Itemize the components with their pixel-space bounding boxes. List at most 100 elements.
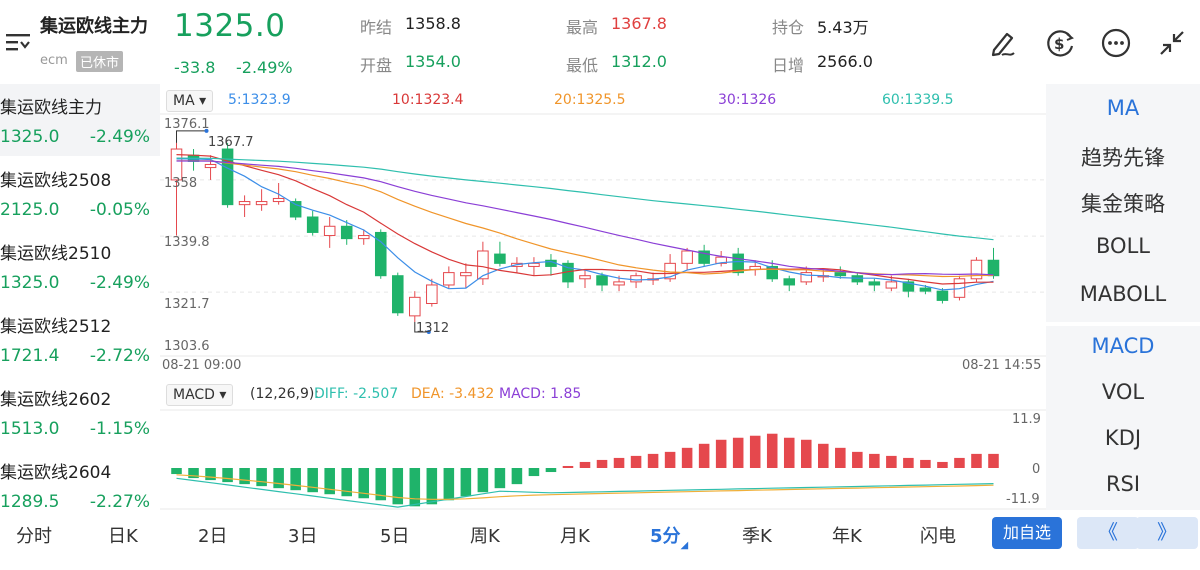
ma-selector-label: MA: [173, 93, 195, 109]
prev-arrow-button[interactable]: 《: [1077, 517, 1139, 549]
macd-bar: [903, 457, 914, 468]
list-item[interactable]: 集运欧线2604 1289.5 -2.27%: [0, 449, 160, 510]
ma30-value: 30:1326: [718, 92, 777, 108]
macd-bar: [715, 439, 727, 468]
macd-legend: MACD ▾ (12,26,9): DIFF: -2.507 DEA: -3.4…: [166, 384, 1046, 406]
candle: [919, 287, 932, 292]
draw-icon[interactable]: [986, 26, 1020, 60]
candle: [340, 225, 353, 240]
contract-name: 集运欧线2510: [0, 244, 112, 264]
indicator-panel: MA 趋势先锋 集金策略 BOLL MABOLL MACD VOL KDJ RS…: [1046, 84, 1200, 510]
high-marker-line: [176, 130, 207, 143]
macd-bar: [954, 457, 965, 468]
low-value: 1312.0: [611, 52, 667, 71]
tab-5day[interactable]: 5日: [380, 526, 410, 547]
tab-3day[interactable]: 3日: [288, 526, 318, 547]
kline-chart[interactable]: MA ▾ 5:1323.9 10:1323.4 20:1325.5 30:132…: [160, 84, 1046, 510]
tab-5min[interactable]: 5分◢: [650, 522, 689, 551]
tab-quarterly-k[interactable]: 季K: [742, 526, 772, 547]
candle: [204, 163, 217, 169]
macd-selector[interactable]: MACD ▾: [166, 384, 234, 406]
indicator-macd[interactable]: MACD: [1091, 334, 1155, 358]
macd-bar: [477, 468, 489, 493]
chart-canvas[interactable]: [160, 84, 1046, 510]
macd-bar: [647, 453, 659, 468]
macd-bar: [766, 433, 778, 468]
list-item[interactable]: 集运欧线主力 1325.0 -2.49%: [0, 84, 160, 156]
candle: [221, 148, 234, 206]
ma-legend: MA ▾ 5:1323.9 10:1323.4 20:1325.5 30:132…: [166, 90, 1046, 112]
candle: [477, 250, 489, 280]
candle: [953, 278, 966, 298]
quote-header: 集运欧线主力 ecm 已休市 1325.0 -33.8 -2.49% 昨结 13…: [0, 0, 1200, 84]
chevron-down-icon: ▾: [219, 387, 227, 403]
indicator-trend-pioneer[interactable]: 趋势先锋: [1081, 146, 1165, 170]
daily-increase-label: 日增: [772, 56, 805, 75]
indicator-rsi[interactable]: RSI: [1105, 472, 1141, 496]
tab-yearly-k[interactable]: 年K: [832, 526, 862, 547]
candle: [834, 272, 847, 277]
macd-bar: [886, 455, 897, 468]
ma-line: [176, 154, 994, 285]
more-icon[interactable]: [1099, 26, 1133, 60]
dropdown-corner-icon: ◢: [680, 540, 689, 551]
dea-line: [176, 474, 994, 500]
macd-bar: [562, 465, 574, 468]
tab-flash[interactable]: 闪电: [920, 526, 956, 547]
open-label: 开盘: [360, 56, 393, 75]
macd-bar: [835, 447, 846, 468]
contract-name: 集运欧线2602: [0, 390, 112, 410]
candle: [357, 235, 370, 240]
indicator-kdj[interactable]: KDJ: [1104, 426, 1142, 450]
tab-weekly-k[interactable]: 周K: [470, 526, 500, 547]
period-tab-bar: 分时 日K 2日 3日 5日 周K 月K 5分◢ 季K 年K 闪电 加自选 《 …: [0, 510, 1200, 570]
tab-timeshare[interactable]: 分时: [16, 526, 52, 547]
candle: [409, 296, 421, 317]
prev-close-label: 昨结: [360, 18, 393, 37]
list-item[interactable]: 集运欧线2602 1513.0 -1.15%: [0, 376, 160, 448]
indicator-maboll[interactable]: MABOLL: [1079, 282, 1167, 306]
candle: [766, 265, 779, 280]
macd-y-label: -11.9: [1006, 492, 1040, 507]
macd-selector-label: MACD: [173, 387, 215, 403]
macd-bar: [664, 451, 676, 468]
tab-monthly-k[interactable]: 月K: [560, 526, 590, 547]
macd-bar: [443, 468, 455, 501]
ma-line: [176, 157, 994, 241]
macd-bar: [800, 439, 812, 468]
contract-title[interactable]: 集运欧线主力: [40, 16, 148, 37]
ma-selector[interactable]: MA ▾: [166, 90, 214, 112]
currency-icon[interactable]: $: [1043, 26, 1077, 60]
tab-2day[interactable]: 2日: [198, 526, 228, 547]
add-watchlist-button[interactable]: 加自选: [992, 517, 1062, 549]
list-item[interactable]: 集运欧线2510 1325.0 -2.49%: [0, 230, 160, 302]
high-value: 1367.8: [611, 14, 667, 33]
indicator-jijin-strategy[interactable]: 集金策略: [1081, 192, 1165, 216]
macd-bar: [681, 447, 693, 468]
candle: [460, 272, 472, 277]
list-item[interactable]: 集运欧线2512 1721.4 -2.72%: [0, 303, 160, 375]
indicator-vol[interactable]: VOL: [1101, 380, 1145, 404]
candle: [170, 148, 183, 181]
list-item[interactable]: 集运欧线2508 2125.0 -0.05%: [0, 157, 160, 229]
collapse-icon[interactable]: [1155, 26, 1189, 60]
macd-y-label: 11.9: [1012, 412, 1041, 427]
ma-line: [176, 160, 994, 276]
menu-icon[interactable]: [6, 32, 32, 52]
ma5-value: 5:1323.9: [228, 92, 291, 108]
diff-value: DIFF: -2.507: [314, 386, 399, 402]
indicator-ma[interactable]: MA: [1106, 96, 1140, 120]
last-price: 1325.0: [174, 8, 286, 44]
macd-bar: [596, 459, 608, 468]
low-marker-line: [414, 322, 429, 333]
macd-bar: [818, 443, 829, 468]
candle: [374, 231, 387, 277]
candle: [272, 197, 285, 203]
tab-daily-k[interactable]: 日K: [108, 526, 138, 547]
macd-bar: [256, 468, 267, 487]
high-marker-label: 1367.7: [208, 135, 254, 150]
contract-name: 集运欧线2512: [0, 317, 112, 337]
indicator-boll[interactable]: BOLL: [1096, 234, 1150, 258]
contract-price: 1325.0: [0, 127, 60, 147]
next-arrow-button[interactable]: 》: [1136, 517, 1198, 549]
